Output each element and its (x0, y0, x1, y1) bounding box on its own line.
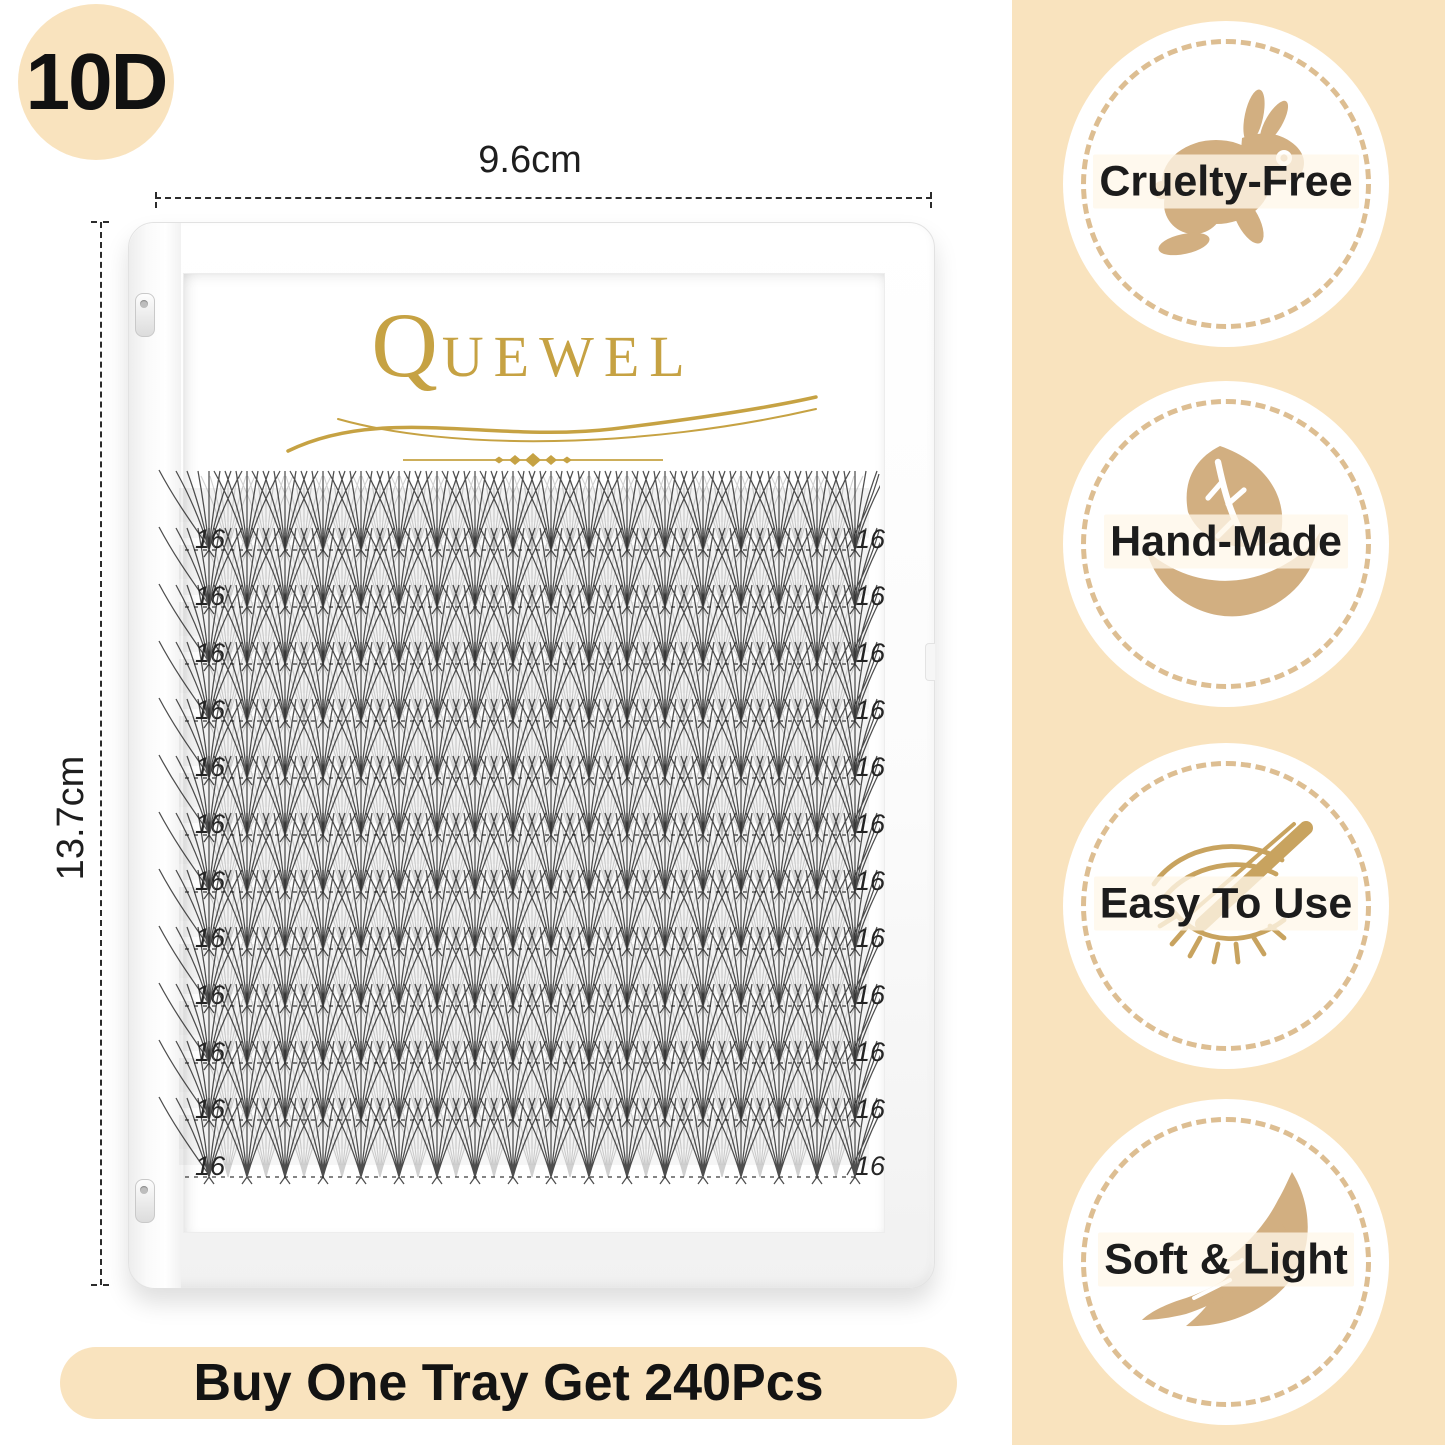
feature-badge-hand-made: Hand-Made (1063, 381, 1389, 707)
lash-rows-container: 16 16 16 16 16 16 16 16 16 16 16 16 16 16 16 16 16 16 16 16… (145, 0, 885, 1445)
feature-badge-easy-to-use: Easy To Use (1063, 743, 1389, 1069)
brand-logo-text: QUEWEL (371, 294, 695, 396)
lash-fans-graphic (158, 469, 880, 558)
lash-fans-graphic (158, 1039, 880, 1128)
brand-logo: QUEWEL (182, 293, 884, 483)
lash-fans-graphic (158, 583, 880, 672)
lash-fans-graphic (158, 1096, 880, 1185)
feature-label: Hand-Made (1063, 514, 1389, 569)
feature-label: Easy To Use (1063, 876, 1389, 931)
dashed-ring (1081, 399, 1371, 689)
lash-fans-graphic (158, 868, 880, 957)
lash-fans-graphic (158, 811, 880, 900)
hinge-pin-dot (140, 1186, 148, 1194)
promo-banner-text: Buy One Tray Get 240Pcs (193, 1354, 824, 1412)
feature-label: Soft & Light (1063, 1232, 1389, 1287)
dashed-ring (1081, 761, 1371, 1051)
lash-row: 16 16 (145, 1089, 885, 1185)
width-measure-tick-right (930, 192, 932, 208)
feature-label: Cruelty-Free (1063, 154, 1389, 209)
height-measure-line (100, 222, 102, 1285)
tray-hinge-strip (129, 223, 181, 1288)
logo-swoosh-icon (286, 395, 818, 453)
lash-row: 16 16 (145, 861, 885, 957)
feature-badge-soft-light: Soft & Light (1063, 1099, 1389, 1425)
height-dimension-label: 13.7cm (50, 755, 92, 881)
feature-badge-cruelty-free: Cruelty-Free (1063, 21, 1389, 347)
lash-fans-graphic (158, 754, 880, 843)
hinge-pin-top (135, 293, 155, 337)
lash-fans-graphic (158, 697, 880, 786)
hinge-pin-bottom (135, 1179, 155, 1223)
height-measure-tick-top (91, 221, 109, 223)
lash-row-label-left: 16 (195, 1151, 226, 1181)
promo-banner: Buy One Tray Get 240Pcs (60, 1347, 957, 1419)
hinge-pin-dot (140, 300, 148, 308)
lash-row: 16 16 (145, 975, 885, 1071)
lash-fans-graphic (158, 526, 880, 615)
width-measure-tick-left (155, 192, 157, 208)
lash-row: 16 16 (145, 804, 885, 900)
lash-row: 16 16 (145, 918, 885, 1014)
tray-thumb-notch (925, 643, 935, 681)
lash-row: 16 16 (145, 633, 885, 729)
logo-divider-icon (403, 453, 663, 467)
lash-row: 16 16 (145, 1032, 885, 1128)
lash-type-badge: 10D (18, 4, 174, 160)
lash-fans-graphic (158, 640, 880, 729)
lash-fans-graphic (158, 982, 880, 1071)
dashed-ring (1081, 1117, 1371, 1407)
lash-row: 16 16 (145, 519, 885, 615)
lash-row-label-right: 16 (855, 1151, 886, 1181)
height-measure-tick-bottom (91, 1284, 109, 1286)
lash-row: 16 16 (145, 576, 885, 672)
lash-fans-graphic (158, 925, 880, 1014)
width-measure-line (155, 197, 932, 199)
width-dimension-label: 9.6cm (478, 139, 582, 181)
lash-type-label: 10D (25, 37, 169, 126)
dashed-ring (1081, 39, 1371, 329)
